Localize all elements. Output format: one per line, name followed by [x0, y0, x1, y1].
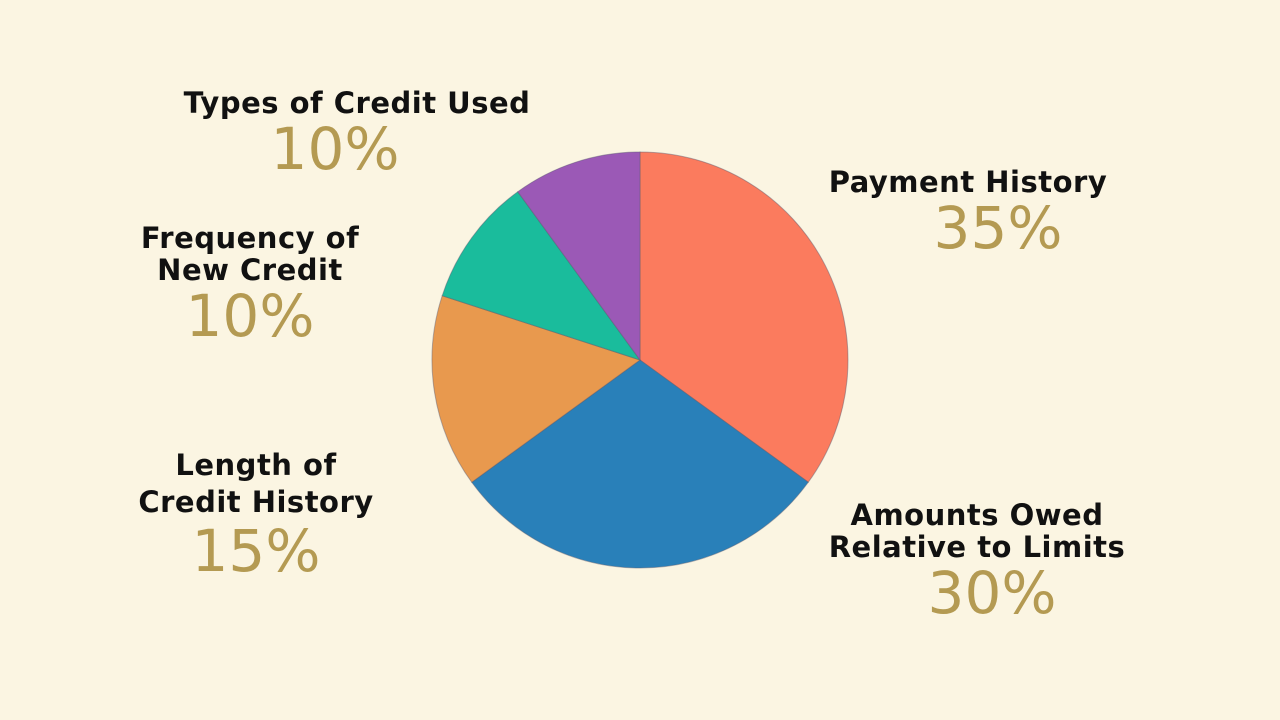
slice-percent: 10% [270, 115, 400, 183]
slice-title-line2: New Credit [157, 253, 343, 287]
label-frequency-of-new-credit: Frequency of New Credit 10% [141, 222, 359, 346]
label-length-of-credit-history: Length of Credit History 15% [138, 447, 373, 581]
label-types-of-credit-used: Types of Credit Used 10% [184, 87, 531, 179]
slice-percent: 30% [927, 559, 1057, 627]
slice-title-line2: Credit History [138, 485, 374, 519]
label-payment-history: Payment History 35% [829, 166, 1108, 258]
slice-title-line1: Amounts Owed [850, 498, 1104, 532]
slice-title: Payment History [828, 165, 1108, 199]
slice-title: Types of Credit Used [183, 86, 531, 120]
slice-percent: 10% [185, 282, 315, 350]
slice-percent: 15% [191, 517, 321, 585]
pie-slice-types-of-credit-used [517, 151, 641, 362]
slice-title-line2: Relative to Limits [828, 530, 1126, 564]
label-amounts-owed: Amounts Owed Relative to Limits 30% [829, 499, 1126, 623]
slice-percent: 35% [933, 194, 1063, 262]
pie-slice-length-of-credit-history [431, 295, 642, 483]
pie-slice-frequency-of-new-credit [441, 191, 642, 361]
slice-title-line1: Frequency of [140, 221, 360, 255]
pie-slice-amounts-owed-relative-to-limits [471, 359, 809, 569]
pie-slice-payment-history [639, 151, 849, 483]
slice-title-line1: Length of [175, 448, 337, 482]
